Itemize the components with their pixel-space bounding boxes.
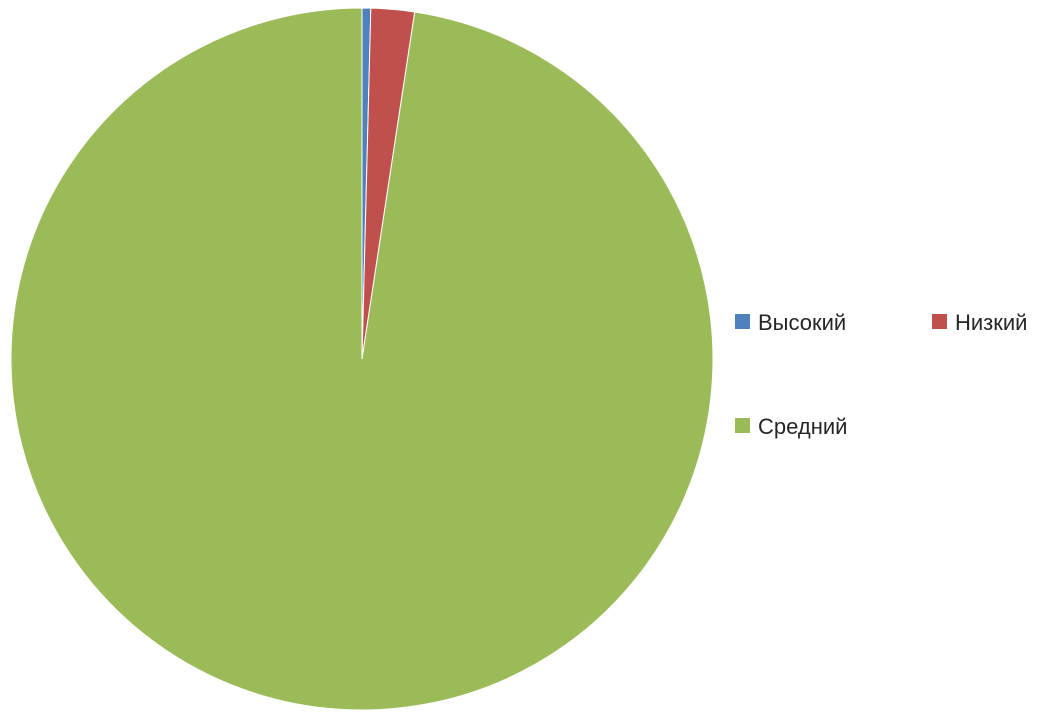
legend: Высокий Низкий Средний bbox=[735, 310, 1027, 439]
legend-label-sredniy: Средний bbox=[758, 414, 847, 439]
legend-item-sredniy: Средний bbox=[735, 414, 847, 439]
legend-item-nizkiy: Низкий bbox=[932, 310, 1027, 335]
legend-swatch-sredniy bbox=[735, 418, 750, 433]
legend-swatch-vysokiy bbox=[735, 314, 750, 329]
legend-label-vysokiy: Высокий bbox=[758, 310, 846, 335]
pie-slice-sredniy bbox=[10, 7, 714, 711]
legend-label-nizkiy: Низкий bbox=[955, 310, 1027, 335]
legend-swatch-nizkiy bbox=[932, 314, 947, 329]
pie-slices bbox=[10, 7, 714, 711]
legend-item-vysokiy: Высокий bbox=[735, 310, 846, 335]
